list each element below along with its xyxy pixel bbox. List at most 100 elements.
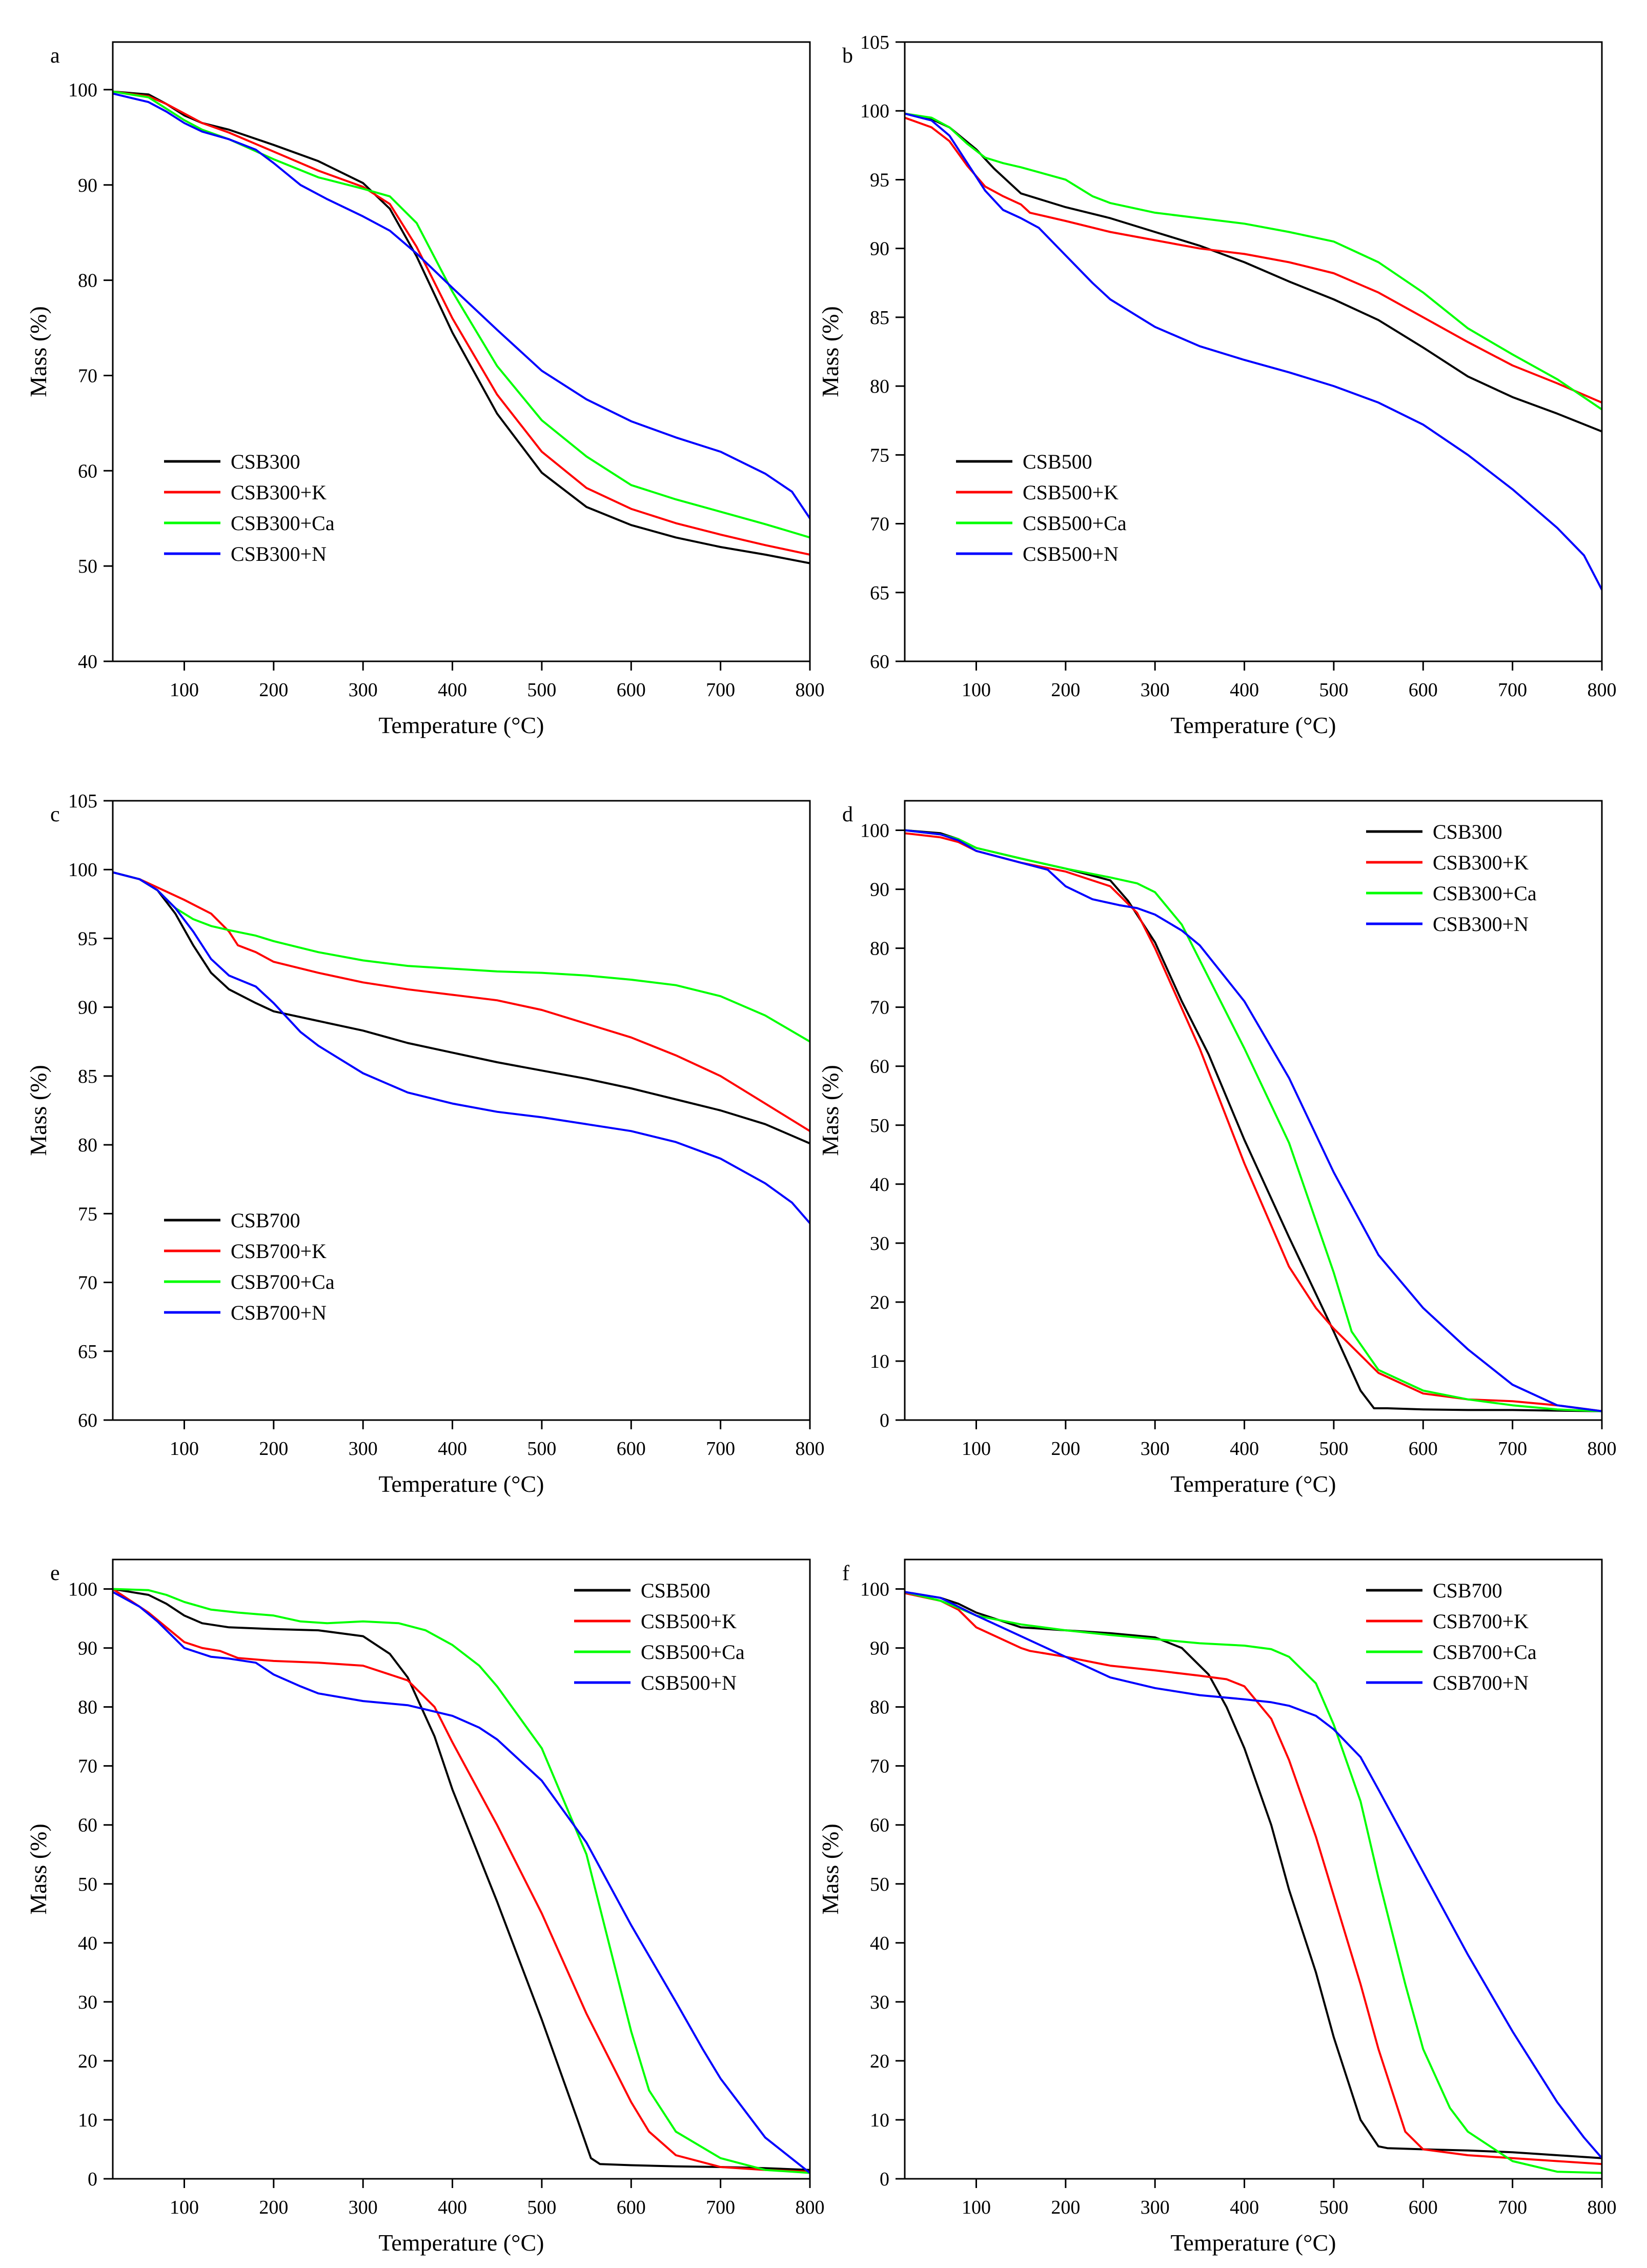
y-tick-label: 40 [78, 1933, 97, 1954]
y-tick-label: 100 [860, 100, 889, 122]
legend-label: CSB300+N [1433, 913, 1529, 936]
x-tick-label: 700 [1498, 1438, 1527, 1460]
legend: CSB300 CSB300+K CSB300+Ca CSB300+N [164, 450, 335, 565]
series-line-csb700-plus-n [113, 871, 810, 1225]
y-tick-label: 80 [78, 1697, 97, 1718]
y-axis-label: Mass (%) [817, 1065, 843, 1156]
x-tick-label: 100 [170, 2197, 199, 2218]
legend-label: CSB500 [1023, 450, 1092, 473]
panel-letter: c [50, 803, 60, 826]
x-tick-label: 800 [796, 1438, 825, 1460]
panel-e: e 100 200 300 400 500 600 700 800 0 10 20 30 40 50 60 70… [25, 1558, 825, 2256]
legend-label: CSB300+K [1433, 851, 1529, 874]
y-tick-label: 10 [78, 2110, 97, 2131]
y-tick-label: 105 [68, 791, 97, 812]
legend-label: CSB700+K [231, 1240, 327, 1263]
y-tick-label: 50 [870, 1115, 889, 1137]
x-tick-label: 200 [1051, 679, 1080, 701]
x-tick-label: 500 [1319, 1438, 1348, 1460]
x-tick-label: 800 [1588, 2197, 1617, 2218]
series-line-csb500-plus-ca [905, 112, 1602, 411]
y-tick-label: 60 [870, 1056, 889, 1078]
panel-letter: b [842, 44, 853, 68]
legend-label: CSB300+Ca [1433, 882, 1537, 905]
y-tick-label: 85 [870, 307, 889, 329]
y-tick-label: 0 [880, 1410, 889, 1431]
x-tick-label: 300 [1141, 679, 1170, 701]
x-tick-label: 600 [1409, 679, 1438, 701]
y-tick-label: 70 [78, 1272, 97, 1294]
y-tick-label: 75 [870, 444, 889, 466]
y-tick-label: 90 [78, 1638, 97, 1659]
x-tick-label: 400 [1230, 1438, 1259, 1460]
x-tick-label: 300 [349, 1438, 378, 1460]
legend-label: CSB500 [641, 1579, 710, 1602]
y-tick-label: 60 [870, 651, 889, 673]
y-axis-label: Mass (%) [25, 1824, 51, 1915]
series-line-csb300-plus-n [905, 829, 1602, 1412]
y-tick-label: 80 [78, 1135, 97, 1156]
y-tick-label: 30 [870, 1233, 889, 1254]
y-tick-label: 65 [78, 1341, 97, 1363]
x-tick-label: 500 [1319, 2197, 1348, 2218]
legend: CSB700 CSB700+K CSB700+Ca CSB700+N [1366, 1579, 1537, 1694]
x-tick-label: 700 [706, 1438, 735, 1460]
x-tick-label: 300 [1141, 2197, 1170, 2218]
x-axis-label: Temperature (°C) [1171, 712, 1336, 738]
y-tick-label: 20 [78, 2051, 97, 2072]
x-tick-label: 600 [617, 679, 646, 701]
x-tick-label: 700 [706, 2197, 735, 2218]
series-line-csb300-plus-k [113, 90, 810, 556]
x-tick-label: 300 [349, 2197, 378, 2218]
x-tick-label: 300 [1141, 1438, 1170, 1460]
x-tick-label: 200 [1051, 1438, 1080, 1460]
x-tick-label: 600 [617, 1438, 646, 1460]
y-tick-label: 40 [870, 1933, 889, 1954]
legend-label: CSB500+N [641, 1671, 737, 1694]
x-axis-label: Temperature (°C) [379, 712, 544, 738]
y-tick-label: 20 [870, 1292, 889, 1313]
series-line-csb300-plus-ca [113, 90, 810, 539]
x-tick-label: 200 [259, 2197, 288, 2218]
series-line-csb300-plus-ca [905, 829, 1602, 1412]
y-tick-label: 95 [870, 169, 889, 191]
x-tick-label: 700 [706, 679, 735, 701]
series-line-csb700-plus-ca [905, 1591, 1602, 2174]
y-tick-label: 80 [870, 376, 889, 397]
panel-a: a 100 200 300 400 500 600 700 800 40 50 60 70 80 90 100… [25, 41, 825, 738]
series-line-csb500-plus-k [113, 1588, 810, 2173]
panel-letter: f [842, 1562, 849, 1585]
x-tick-label: 600 [1409, 1438, 1438, 1460]
x-tick-label: 500 [527, 679, 556, 701]
y-tick-label: 0 [880, 2169, 889, 2190]
plot-frame [112, 1558, 811, 2180]
y-tick-label: 0 [88, 2169, 97, 2190]
x-tick-label: 800 [796, 679, 825, 701]
x-axis-label: Temperature (°C) [1171, 2230, 1336, 2256]
legend-label: CSB500+K [1023, 481, 1119, 504]
y-tick-label: 100 [68, 79, 97, 101]
series-group [113, 871, 810, 1225]
legend-label: CSB300+K [231, 481, 327, 504]
plot-frame [904, 1558, 1603, 2180]
series-line-csb300-plus-n [113, 92, 810, 520]
y-tick-label: 90 [870, 1638, 889, 1659]
legend-label: CSB700+N [1433, 1671, 1529, 1694]
x-tick-label: 200 [1051, 2197, 1080, 2218]
y-tick-label: 60 [78, 460, 97, 482]
series-line-csb500-plus-ca [113, 1588, 810, 2174]
y-axis-label: Mass (%) [817, 306, 843, 397]
y-tick-label: 40 [78, 651, 97, 673]
x-tick-label: 500 [1319, 679, 1348, 701]
y-tick-label: 105 [860, 32, 889, 53]
x-tick-label: 800 [1588, 679, 1617, 701]
y-tick-label: 60 [78, 1815, 97, 1836]
x-tick-label: 100 [170, 1438, 199, 1460]
y-tick-label: 90 [78, 175, 97, 196]
x-tick-label: 100 [962, 2197, 991, 2218]
y-axis-label: Mass (%) [25, 1065, 51, 1156]
y-tick-label: 80 [870, 938, 889, 960]
series-line-csb700-plus-k [113, 871, 810, 1132]
y-tick-label: 90 [870, 238, 889, 260]
x-tick-label: 400 [438, 1438, 467, 1460]
